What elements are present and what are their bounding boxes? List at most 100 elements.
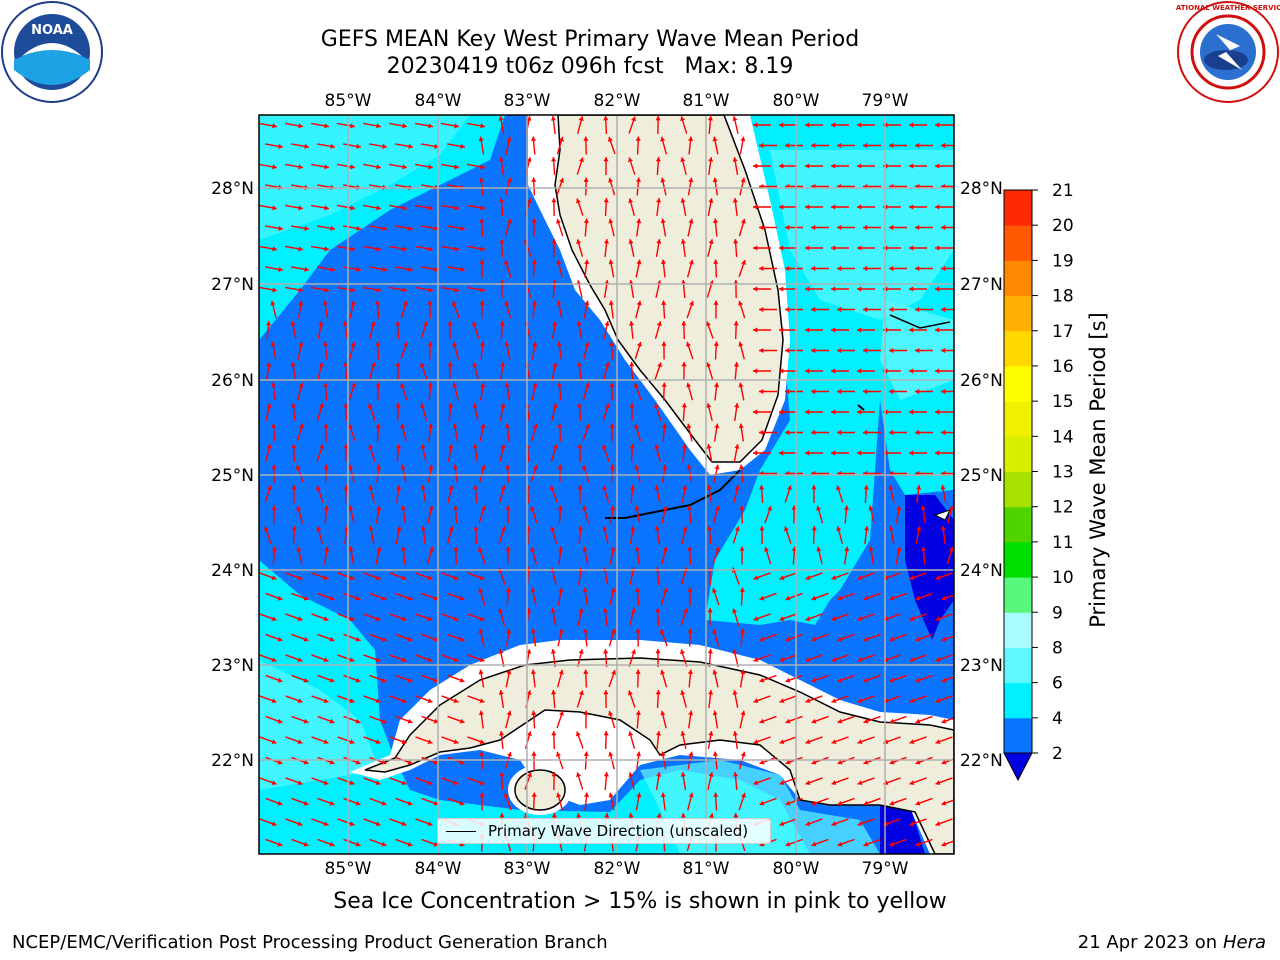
wave-arrowhead [558, 587, 564, 593]
wave-arrowhead [296, 546, 302, 552]
wave-arrowhead [382, 143, 387, 149]
wave-arrowhead [505, 464, 511, 469]
wave-arrowhead [636, 259, 642, 265]
wave-arrowhead [687, 628, 693, 633]
wave-arrowhead [473, 526, 479, 531]
wave-arrowhead [909, 245, 914, 251]
wave-arrowhead [401, 780, 407, 786]
wave-arrowhead [402, 287, 407, 293]
wave-arrowhead [779, 657, 785, 663]
lat-tick-label: 28°N [960, 179, 1003, 199]
colorbar-bin [1004, 365, 1032, 402]
wave-arrowhead [551, 157, 557, 162]
wave-arrowhead [687, 546, 693, 551]
wave-arrowhead [459, 595, 465, 601]
wave-arrowhead [759, 306, 764, 313]
wave-arrowhead [298, 300, 304, 306]
colorbar-bin [1004, 647, 1032, 684]
wave-arrowhead [460, 143, 465, 149]
wave-arrowhead [427, 657, 433, 663]
wave-arrowhead [504, 300, 510, 306]
wave-arrowhead [662, 546, 668, 552]
wave-arrowhead [805, 409, 810, 415]
wave-arrowhead [935, 163, 940, 169]
wave-arrowhead [324, 546, 330, 552]
wave-arrowhead [603, 239, 610, 244]
wave-arrowhead [779, 616, 785, 622]
wave-arrowhead [660, 669, 666, 675]
wave-arrowhead [530, 136, 537, 142]
wave-arrowhead [707, 649, 713, 654]
lon-tick-label: 82°W [594, 859, 641, 879]
wave-arrowhead [779, 245, 784, 251]
wave-arrowhead [270, 382, 276, 388]
wave-arrowhead [324, 205, 329, 211]
wave-arrowhead [686, 423, 692, 429]
wave-arrowhead [499, 772, 505, 777]
wave-arrowhead [659, 629, 665, 634]
wave-arrowhead [480, 164, 485, 170]
wave-arrowhead [628, 239, 634, 244]
wave-arrowhead [909, 204, 914, 210]
wave-arrowhead [330, 266, 335, 272]
wave-arrowhead [656, 239, 662, 244]
wave-arrowhead [610, 505, 616, 511]
wave-arrowhead [278, 266, 283, 272]
colorbar-label: Primary Wave Mean Period [s] [1086, 312, 1110, 628]
wave-arrowhead [909, 122, 914, 128]
wave-arrowhead [356, 143, 361, 149]
wave-arrowhead [452, 382, 458, 388]
wave-arrowhead [400, 505, 406, 511]
wave-arrowhead [680, 198, 686, 203]
wave-arrowhead [297, 698, 303, 704]
wave-arrowhead [576, 772, 582, 778]
wave-arrowhead [909, 821, 915, 827]
wave-arrowhead [857, 286, 862, 292]
wave-arrowhead [556, 259, 562, 265]
wave-arrowhead [401, 575, 407, 581]
wave-arrowhead [712, 751, 719, 757]
wave-arrowhead [266, 362, 272, 367]
wave-arrowhead [498, 157, 504, 162]
wave-arrowhead [655, 649, 661, 654]
wave-arrowhead [453, 505, 459, 511]
wave-arrowhead [376, 505, 382, 511]
wave-arrowhead [811, 677, 817, 683]
wave-arrowhead [635, 628, 641, 633]
wave-arrowhead [277, 759, 283, 765]
wave-arrowhead [298, 423, 304, 429]
wave-arrowhead [395, 444, 401, 449]
wave-arrowhead [452, 341, 458, 347]
wave-arrowhead [479, 780, 485, 786]
wave-arrowhead [915, 347, 920, 354]
wave-arrowhead [714, 464, 720, 470]
wave-arrowhead [837, 595, 843, 601]
wave-arrowhead [532, 423, 538, 429]
colorbar-tick-label: 16 [1052, 357, 1074, 377]
wave-arrowhead [374, 300, 381, 306]
wave-arrowhead [656, 198, 662, 203]
wave-arrowhead [633, 383, 639, 388]
wave-arrowhead [837, 677, 843, 683]
wave-arrowhead [889, 388, 894, 395]
wave-zone-darkblue-south [880, 805, 925, 854]
wave-arrowhead [350, 341, 356, 347]
wave-arrowhead [504, 259, 509, 265]
wave-arrowhead [941, 636, 947, 642]
wave-arrowhead [329, 718, 335, 724]
wave-arrowhead [407, 759, 413, 765]
wave-arrowhead [329, 677, 335, 683]
wave-arrowhead [805, 245, 810, 251]
wave-arrowhead [660, 751, 666, 757]
wave-arrowhead [706, 444, 712, 449]
bahamas-island-2 [857, 404, 865, 411]
wave-arrowhead [499, 321, 505, 326]
wave-arrowhead [478, 710, 484, 716]
wave-arrowhead [375, 821, 381, 827]
wave-arrowhead [407, 800, 413, 806]
wave-arrowhead [603, 649, 609, 654]
wave-arrowhead [661, 341, 667, 346]
wave-arrowhead [681, 403, 687, 408]
wave-arrowhead [290, 362, 296, 367]
wave-arrowhead [739, 505, 745, 510]
